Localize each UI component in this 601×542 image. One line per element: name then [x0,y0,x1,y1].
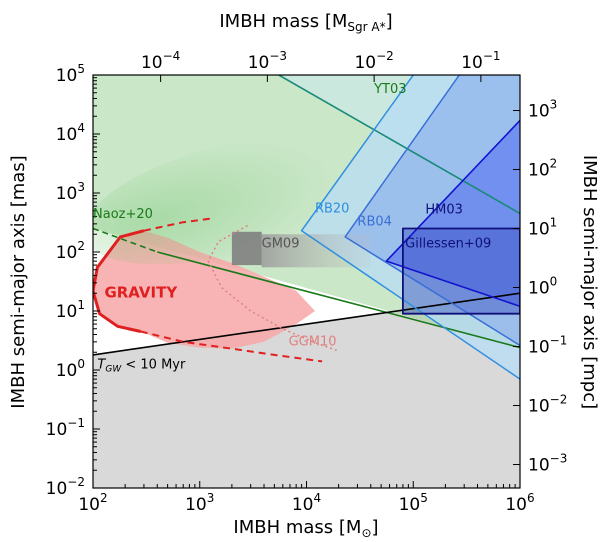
curve-gillessen-box [401,227,520,315]
x-tick-label: 106 [505,491,534,515]
curve-gravity-solid [93,229,145,333]
y-tick-label: 103 [56,180,85,204]
right-tick-label: 10−3 [528,452,567,476]
label-rb20: RB20 [315,201,350,216]
x-tick-label: 102 [78,491,107,515]
curve-hm03-edge [385,119,520,308]
x-top-axis-label: IMBH mass [MSgr A*] [219,11,392,34]
curve-yt03-line [278,75,520,215]
label-gravity: GRAVITY [104,283,178,301]
right-tick-label: 10−1 [528,334,567,358]
right-tick-label: 103 [528,98,557,122]
x-tick-label: 105 [399,491,428,515]
top-tick-label: 10−1 [461,49,500,73]
curve-ggm10-dotted [207,224,339,352]
gm09-region [231,231,371,268]
y-tick-label: 10−2 [46,475,85,499]
annotations: YT03 RB20 RB04 HM03 GM09 Gillessen+09 Naoz+20 G… [93,82,491,375]
right-tick-label: 100 [528,275,557,299]
y-tick-label: 101 [56,298,85,322]
top-tick-label: 10−3 [248,49,287,73]
y-right-axis-label: IMBH semi-major axis [mpc] [579,155,600,409]
constraint-regions [93,75,520,488]
region-gillessen09 [402,228,520,314]
label-tgw-lifetime: TGW < 10 Myr [97,358,186,375]
curve-naoz-solid [157,251,520,349]
right-tick-label: 102 [528,157,557,181]
right-tick-label: 10−2 [528,393,567,417]
curve-gravity-dashed-lower [140,330,323,363]
curve-rb20-edge [300,75,520,380]
curve-gravity-dashed-upper [143,217,213,232]
y-tick-label: 10−1 [46,416,85,440]
x-tick-label: 104 [292,491,321,515]
label-naoz20: Naoz+20 [93,207,153,222]
curve-naoz-dashed [93,227,158,253]
x-axis-label: IMBH mass [M⊙] [233,517,378,540]
y-tick-label: 104 [56,121,85,145]
x-tick-label: 103 [185,491,214,515]
label-hm03: HM03 [425,202,463,217]
label-gm09: GM09 [262,236,300,251]
label-rb04: RB04 [357,215,392,230]
right-tick-label: 101 [528,216,557,240]
label-gillessen09: Gillessen+09 [405,236,491,251]
region-hm03 [386,120,520,307]
curve-rb04-edge [344,75,520,347]
label-yt03: YT03 [373,82,406,97]
gm09-box [231,231,262,266]
y-tick-label: 105 [56,62,85,86]
label-ggm10: GGM10 [289,335,337,350]
top-tick-label: 10−2 [354,49,393,73]
y-left-axis-label: IMBH semi-major axis [mas] [8,155,29,408]
y-tick-label: 100 [56,357,85,381]
top-tick-label: 10−4 [141,49,180,73]
y-tick-label: 102 [56,239,85,263]
axis-ticks: 102 103 104 105 106 10−2 10−1 100 101 102 103 104 10… [46,49,568,515]
constraint-curves [93,75,520,380]
curve-lifetime-line [93,292,520,356]
plot-area [93,75,520,488]
